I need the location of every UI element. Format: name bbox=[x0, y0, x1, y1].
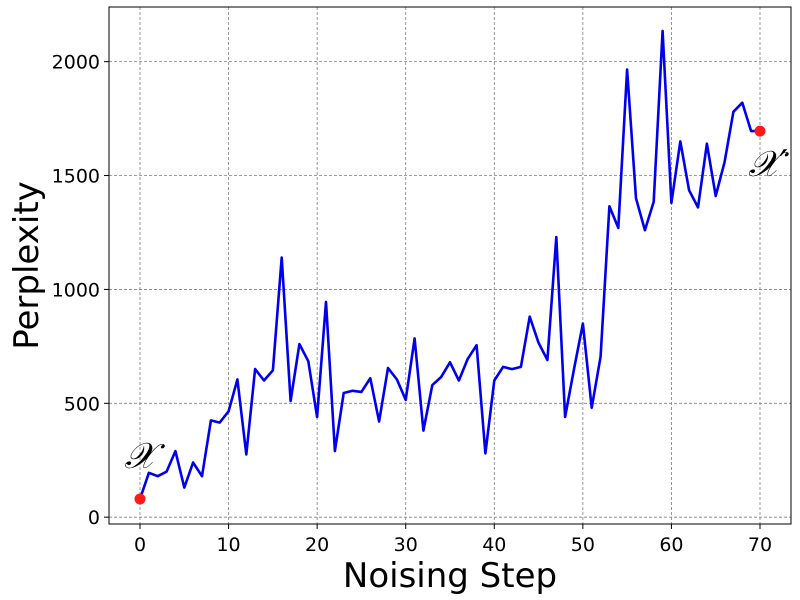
x-tick-label: 60 bbox=[659, 534, 683, 556]
end-point-label: 𝒳′ bbox=[748, 144, 789, 185]
x-tick-label: 0 bbox=[134, 534, 146, 556]
x-tick-label: 50 bbox=[571, 534, 595, 556]
x-tick-label: 40 bbox=[482, 534, 506, 556]
plot-frame bbox=[108, 6, 792, 525]
start-point-label: 𝒳 bbox=[125, 436, 166, 477]
end-point-marker bbox=[754, 125, 766, 137]
y-tick-label: 500 bbox=[64, 393, 100, 415]
axis-ticks: 0 10 20 30 40 50 60 70 0 500 1000 1500 2000 bbox=[52, 52, 772, 556]
endpoint-markers bbox=[134, 125, 766, 505]
y-axis-title: Perplexity bbox=[7, 181, 47, 350]
y-tick-label: 0 bbox=[88, 507, 100, 529]
series-line-layer bbox=[138, 29, 760, 500]
perplexity-series-line bbox=[138, 29, 760, 500]
x-axis-title: Noising Step bbox=[343, 556, 557, 596]
y-tick-label: 1500 bbox=[52, 166, 100, 188]
y-tick-label: 2000 bbox=[52, 52, 100, 74]
y-tick-label: 1000 bbox=[52, 279, 100, 301]
start-point-marker bbox=[134, 493, 146, 505]
x-tick-label: 10 bbox=[216, 534, 240, 556]
grid-lines bbox=[109, 7, 791, 524]
x-tick-label: 20 bbox=[305, 534, 329, 556]
x-tick-label: 70 bbox=[748, 534, 772, 556]
x-tick-label: 30 bbox=[394, 534, 418, 556]
